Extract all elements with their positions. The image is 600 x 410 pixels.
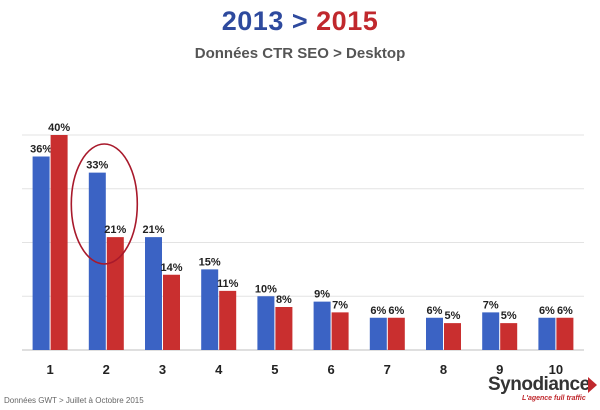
data-label-2015-5: 8% (276, 294, 292, 306)
bar-2015-6 (331, 312, 349, 350)
bar-2013-7 (369, 317, 387, 350)
logo-tagline: L'agence full traffic (522, 395, 586, 402)
x-tick-label-7: 7 (384, 362, 391, 377)
x-tick-label-4: 4 (215, 362, 223, 377)
chart-title: 2013 > 2015 (0, 6, 600, 37)
data-label-2015-2: 21% (104, 224, 126, 236)
data-label-2015-9: 5% (501, 310, 517, 322)
data-label-2015-6: 7% (332, 299, 348, 311)
data-label-2013-9: 7% (483, 299, 499, 311)
data-label-2015-10: 6% (557, 305, 573, 317)
bar-2013-2 (88, 172, 106, 350)
data-label-2015-4: 11% (217, 278, 239, 290)
data-label-2015-1: 40% (48, 122, 70, 134)
data-label-2013-7: 6% (370, 305, 386, 317)
bar-2013-10 (538, 317, 556, 350)
bar-2015-4 (219, 290, 237, 350)
data-label-2013-1: 36% (30, 144, 52, 156)
data-label-2015-8: 5% (445, 310, 461, 322)
highlight-circle (70, 143, 139, 265)
bar-2015-10 (556, 317, 574, 350)
chart-subtitle: Données CTR SEO > Desktop (194, 45, 406, 62)
bar-2013-5 (257, 296, 275, 350)
bar-2015-9 (500, 323, 518, 350)
data-label-2013-3: 21% (142, 224, 164, 236)
x-tick-label-2: 2 (103, 362, 110, 377)
logo-arrow-icon (588, 377, 597, 393)
x-tick-label-9: 9 (496, 362, 503, 377)
bar-2015-2 (106, 237, 124, 350)
x-tick-label-8: 8 (440, 362, 447, 377)
data-label-2013-8: 6% (427, 305, 443, 317)
bar-2013-6 (313, 301, 331, 350)
bar-2013-4 (201, 269, 219, 350)
x-tick-label-5: 5 (271, 362, 278, 377)
bar-2015-1 (50, 135, 68, 350)
bar-2013-8 (426, 317, 443, 350)
title-year-2015: 2015 (316, 6, 379, 36)
bar-2013-3 (145, 237, 162, 350)
bar-2015-8 (444, 323, 461, 350)
data-label-2013-5: 10% (255, 283, 277, 295)
logo-name: Synodiance (488, 374, 590, 395)
title-year-2013: 2013 (221, 6, 284, 36)
data-label-2015-7: 6% (388, 305, 404, 317)
x-tick-label-3: 3 (159, 362, 166, 377)
data-label-2013-10: 6% (539, 305, 555, 317)
bar-2015-5 (275, 307, 293, 350)
source-note: Données GWT > Juillet à Octobre 2015 (4, 396, 144, 405)
bar-2015-7 (387, 317, 405, 350)
x-tick-label-6: 6 (327, 362, 334, 377)
data-label-2015-3: 14% (160, 262, 182, 274)
synodiance-logo: Synodiance L'agence full traffic (488, 374, 598, 406)
title-separator: > (291, 6, 309, 36)
data-label-2013-2: 33% (86, 160, 108, 172)
data-label-2013-4: 15% (199, 256, 221, 268)
bar-2013-9 (482, 312, 500, 350)
bar-2013-1 (32, 156, 50, 350)
x-tick-label-1: 1 (46, 362, 53, 377)
bar-2015-3 (163, 274, 180, 350)
x-tick-label-10: 10 (549, 362, 563, 377)
data-label-2013-6: 9% (314, 289, 330, 301)
